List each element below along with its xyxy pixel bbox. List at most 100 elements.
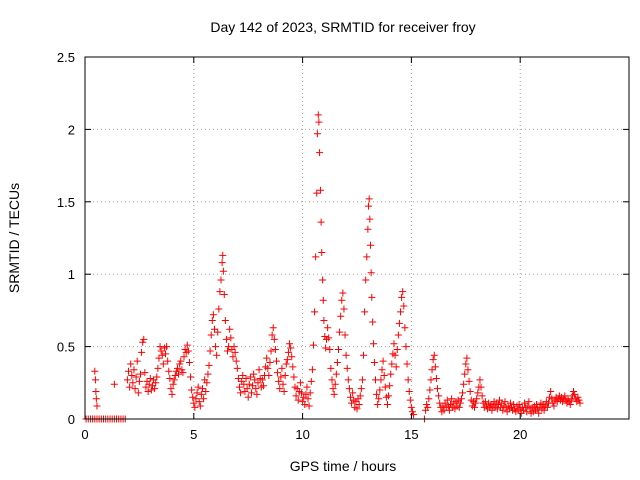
data-point	[197, 390, 205, 398]
data-point	[430, 351, 438, 359]
data-point	[234, 374, 242, 382]
data-point	[521, 399, 529, 407]
data-point	[215, 305, 223, 313]
data-point	[159, 360, 167, 368]
data-point	[185, 359, 193, 367]
data-point	[281, 372, 289, 380]
data-point	[304, 395, 312, 403]
data-point	[168, 390, 176, 398]
data-point	[147, 386, 155, 394]
data-point	[169, 380, 177, 388]
data-point	[391, 351, 399, 359]
data-point	[144, 387, 152, 395]
data-point	[319, 296, 327, 304]
data-point	[284, 348, 292, 356]
data-point	[318, 248, 326, 256]
data-point	[189, 393, 197, 401]
data-point	[138, 348, 146, 356]
data-point	[280, 387, 288, 395]
data-point	[259, 382, 267, 390]
data-point	[127, 360, 135, 368]
data-point	[374, 401, 382, 409]
data-point	[397, 308, 405, 316]
data-point	[535, 409, 543, 417]
data-point	[202, 387, 210, 395]
y-axis-label: SRMTID / TECUs	[6, 183, 22, 293]
data-point	[134, 389, 142, 397]
data-point	[264, 364, 272, 372]
data-point	[312, 253, 320, 261]
x-axis-label: GPS time / hours	[290, 458, 397, 474]
data-point	[244, 393, 252, 401]
data-point	[91, 367, 99, 375]
data-point	[390, 340, 398, 348]
data-point	[478, 392, 486, 400]
data-point	[92, 387, 100, 395]
data-point	[227, 334, 235, 342]
data-point	[92, 395, 100, 403]
x-tick-label: 20	[513, 427, 527, 442]
data-point	[210, 325, 218, 333]
data-point	[167, 385, 175, 393]
data-point	[344, 376, 352, 384]
data-point	[343, 364, 351, 372]
data-point	[407, 403, 415, 411]
data-point	[321, 332, 329, 340]
grid-lines	[85, 57, 629, 419]
data-point	[155, 354, 163, 362]
data-point	[274, 369, 282, 377]
data-point	[306, 389, 314, 397]
data-point	[472, 399, 480, 407]
data-point	[272, 357, 280, 365]
data-point	[175, 370, 183, 378]
data-point	[443, 396, 451, 404]
data-point	[405, 387, 413, 395]
data-point	[473, 395, 481, 403]
data-point	[317, 218, 325, 226]
data-point	[91, 376, 99, 384]
x-tick-label: 10	[295, 427, 309, 442]
data-point	[380, 372, 388, 380]
data-point	[550, 402, 558, 410]
data-point	[326, 345, 334, 353]
data-point	[178, 366, 186, 374]
data-points	[82, 111, 584, 423]
data-point	[219, 251, 227, 259]
data-point	[445, 406, 453, 414]
data-point	[313, 189, 321, 197]
data-point	[325, 334, 333, 342]
data-point	[462, 360, 470, 368]
data-point	[151, 385, 159, 393]
data-point	[376, 386, 384, 394]
data-point	[204, 370, 212, 378]
data-point	[548, 395, 556, 403]
data-point	[370, 359, 378, 367]
data-point	[179, 369, 187, 377]
data-point	[232, 357, 240, 365]
data-point	[340, 305, 348, 313]
data-point	[471, 403, 479, 411]
data-point	[313, 130, 321, 138]
data-point	[166, 374, 174, 382]
data-point	[571, 390, 579, 398]
data-point	[367, 269, 375, 277]
data-point	[206, 347, 214, 355]
data-point	[237, 389, 245, 397]
data-point	[239, 372, 247, 380]
data-point	[314, 111, 322, 119]
data-point	[333, 359, 341, 367]
data-point	[203, 379, 211, 387]
data-point	[426, 386, 434, 394]
data-point	[180, 353, 188, 361]
data-point	[226, 325, 234, 333]
data-point	[393, 345, 401, 353]
data-point	[363, 253, 371, 261]
data-point	[296, 379, 304, 387]
data-point	[540, 406, 548, 414]
data-point	[428, 366, 436, 374]
data-point	[460, 380, 468, 388]
data-point	[464, 366, 472, 374]
data-point	[566, 401, 574, 409]
data-point	[370, 340, 378, 348]
data-point	[337, 312, 345, 320]
